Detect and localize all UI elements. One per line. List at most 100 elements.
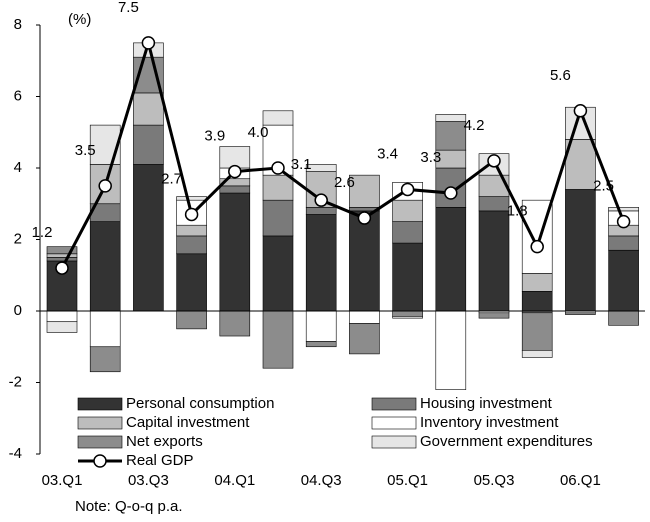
- bar-segment: [435, 121, 467, 151]
- bar-segment: [176, 310, 207, 330]
- legend-label: Inventory investment: [420, 414, 559, 431]
- bar-segment: [478, 210, 510, 312]
- bar-segment: [46, 257, 78, 262]
- gdp-point: [530, 239, 544, 254]
- bar-segment: [133, 124, 164, 165]
- gdp-point: [55, 261, 69, 275]
- gdp-point: [141, 36, 156, 50]
- bar-segment: [46, 321, 78, 333]
- bar-segment: [435, 310, 467, 390]
- bar-segment: [349, 323, 380, 355]
- gdp-label: 3.4: [377, 145, 398, 162]
- gdp-point: [573, 104, 588, 118]
- bar-segment: [608, 249, 639, 312]
- note: Note: Q-o-q p.a.: [75, 498, 183, 515]
- gdp-label: 1.2: [32, 224, 53, 241]
- bar-segment: [435, 114, 467, 122]
- bar-segment: [305, 214, 337, 312]
- bar-segment: [89, 310, 121, 348]
- bar-segment: [133, 164, 164, 312]
- y-tick-label: -4: [9, 445, 22, 462]
- x-tick-label: 05.Q3: [474, 472, 515, 489]
- bar-segment: [262, 199, 294, 237]
- gdp-label: 2.5: [593, 178, 614, 195]
- bar-segment: [565, 189, 596, 312]
- y-tick-label: 8: [14, 16, 22, 33]
- gdp-point: [616, 214, 631, 229]
- bar-segment: [521, 291, 553, 312]
- legend-label: Real GDP: [126, 452, 194, 469]
- bar-segment: [219, 310, 251, 337]
- bar-segment: [176, 235, 207, 255]
- bar-segment: [478, 196, 510, 212]
- bar-segment: [46, 253, 78, 258]
- gdp-line: [60, 37, 625, 269]
- gdp-point: [184, 207, 199, 222]
- gdp-label: 5.6: [550, 67, 571, 84]
- legend-swatch: [371, 416, 417, 430]
- y-unit-label: (%): [68, 11, 91, 28]
- bar-segment: [305, 310, 337, 342]
- x-tick-label: 06.Q1: [560, 472, 601, 489]
- gdp-point: [314, 193, 328, 207]
- gdp-point: [228, 164, 242, 179]
- bar-segment: [219, 192, 251, 312]
- bar-segment: [219, 185, 251, 194]
- bar-segment: [349, 310, 380, 324]
- gdp-label: 3.1: [291, 156, 312, 173]
- gdp-point: [98, 179, 112, 193]
- bar-segment: [262, 310, 294, 369]
- bar-segment: [392, 221, 423, 244]
- gdp-label: 2.7: [161, 170, 182, 187]
- y-tick-label: 2: [14, 230, 22, 247]
- gdp-point: [400, 182, 415, 197]
- bar-segment: [392, 316, 423, 319]
- legend-swatch: [77, 416, 123, 430]
- bar-segment: [608, 235, 639, 251]
- bar-segment: [521, 199, 553, 274]
- legend-box: [72, 393, 645, 471]
- legend-marker: [93, 454, 107, 468]
- bar-segment: [89, 346, 121, 373]
- gdp-label: 4.0: [248, 124, 269, 141]
- bar-segment: [521, 312, 553, 351]
- y-tick-label: 0: [14, 302, 22, 319]
- gdp-point: [357, 211, 372, 225]
- gdp-point: [444, 186, 458, 200]
- bar-segment: [262, 110, 294, 126]
- bar-segment: [521, 350, 553, 358]
- legend-label: Net exports: [126, 433, 203, 450]
- gdp-label: 2.6: [334, 174, 355, 191]
- bar-segment: [565, 139, 596, 190]
- bar-segment: [478, 312, 510, 319]
- legend-label: Personal consumption: [126, 395, 274, 412]
- bar-segment: [46, 310, 78, 323]
- gdp-label: 1.8: [507, 203, 528, 220]
- bar-segment: [305, 207, 337, 215]
- bar-segment: [262, 235, 294, 312]
- legend-swatch: [371, 397, 417, 411]
- x-tick-label: 03.Q3: [128, 472, 169, 489]
- bar-segment: [219, 146, 251, 169]
- bar-segment: [608, 310, 639, 326]
- legend-swatch: [371, 435, 417, 449]
- gdp-label: 4.2: [464, 117, 485, 134]
- gdp-label: 3.9: [204, 128, 225, 145]
- bar-segment: [133, 92, 164, 126]
- x-tick-label: 04.Q3: [301, 472, 342, 489]
- gdp-label: 3.5: [75, 142, 96, 159]
- bar-segment: [262, 174, 294, 201]
- y-tick-label: -2: [9, 373, 22, 390]
- y-tick-label: 6: [14, 87, 22, 104]
- gdp-label: 7.5: [118, 0, 139, 16]
- gdp-label: 3.3: [420, 149, 441, 166]
- legend-swatch: [77, 435, 123, 449]
- bar-segment: [478, 174, 510, 197]
- y-tick-label: 4: [14, 159, 22, 176]
- x-tick-label: 05.Q1: [387, 472, 428, 489]
- bar-segment: [89, 221, 121, 312]
- legend-label: Government expenditures: [420, 433, 593, 450]
- bar-segment: [565, 312, 596, 315]
- bar-segment: [305, 164, 337, 172]
